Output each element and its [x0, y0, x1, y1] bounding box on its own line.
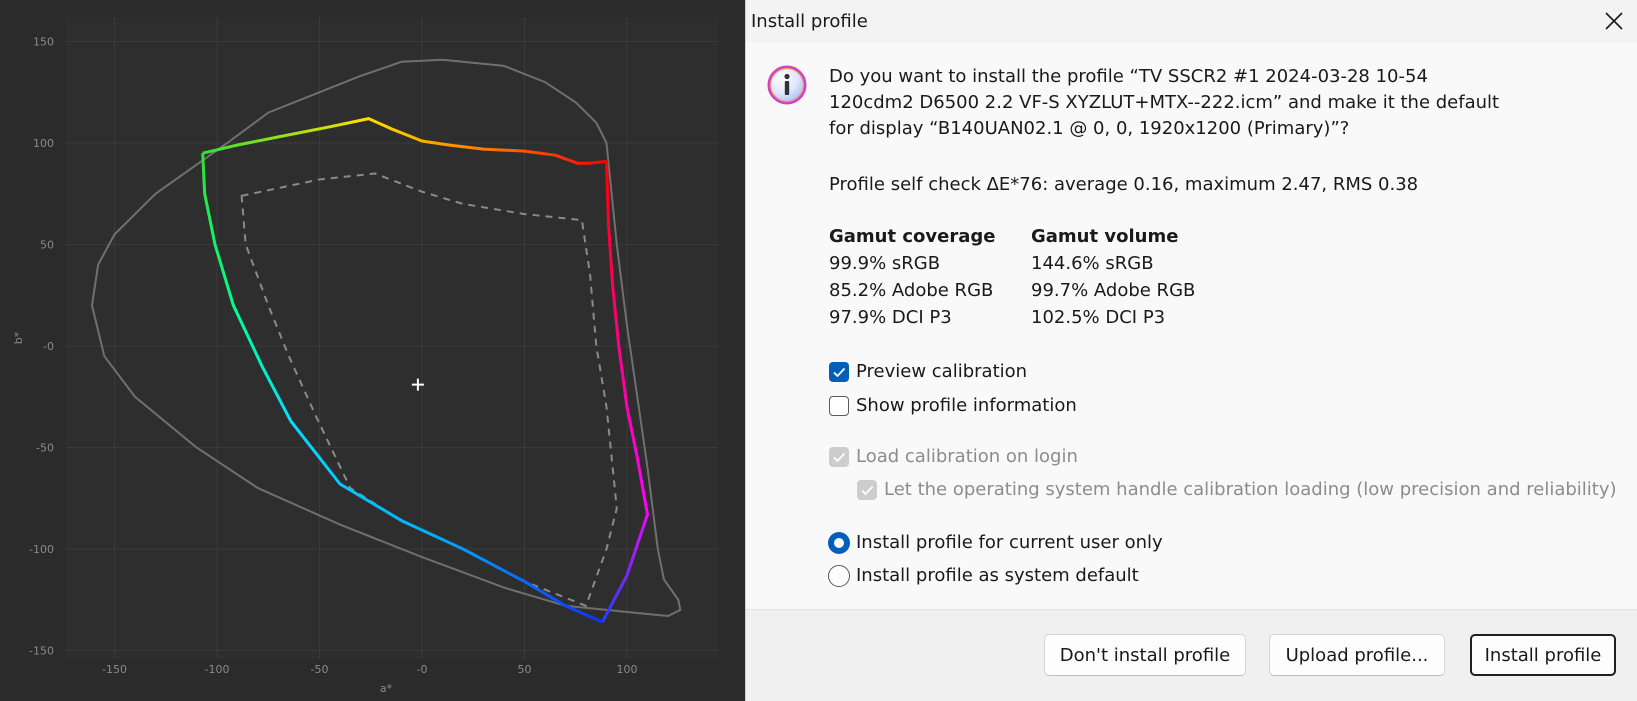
checkmark-icon [861, 485, 874, 496]
gamut-plot: -150 -100 -50 -0 50 100 150 100 50 -0 -50 -100 -150 … [0, 0, 745, 701]
x-tick-label: -150 [102, 663, 127, 676]
checkmark-icon [833, 452, 846, 463]
load-calibration-checkbox [829, 447, 849, 467]
axis-ticks: -150 -100 -50 -0 50 100 150 100 50 -0 -50 -100 -150 [29, 36, 637, 677]
os-handle-calibration-checkbox [857, 480, 877, 500]
install-current-user-radio[interactable] [828, 532, 850, 554]
white-point-marker [411, 378, 424, 391]
y-tick-label: -0 [43, 340, 54, 353]
y-axis-label: b* [12, 331, 25, 344]
dialog-footer: Don't install profile Upload profile... … [746, 609, 1637, 701]
gamut-edge-left [201, 153, 293, 422]
question-line-2: 120cdm2 D6500 2.2 VF-S XYZLUT+MTX--222.i… [829, 92, 1500, 113]
checkmark-icon [833, 367, 846, 378]
y-tick-label: 100 [33, 137, 54, 150]
x-tick-label: -100 [205, 663, 230, 676]
load-calibration-label: Load calibration on login [856, 446, 1078, 467]
volume-adobe-rgb: 99.7% Adobe RGB [1031, 280, 1196, 301]
preview-calibration-label[interactable]: Preview calibration [856, 361, 1028, 382]
grid-lines [66, 17, 718, 659]
y-tick-label: 150 [33, 36, 54, 49]
gamut-volume-header: Gamut volume [1031, 226, 1179, 247]
info-icon [767, 65, 807, 105]
volume-dci-p3: 102.5% DCI P3 [1031, 307, 1166, 328]
question-line-1: Do you want to install the profile “TV S… [829, 66, 1428, 87]
preview-calibration-checkbox[interactable] [829, 362, 849, 382]
title-bar: Install profile [746, 0, 1637, 42]
x-tick-label: 100 [617, 663, 638, 676]
install-current-user-label[interactable]: Install profile for current user only [856, 532, 1163, 553]
os-handle-calibration-label: Let the operating system handle calibrat… [884, 479, 1617, 500]
question-line-3: for display “B140UAN02.1 @ 0, 0, 1920x12… [829, 118, 1350, 139]
reference-gamut-dashed [240, 172, 618, 608]
gamut-edge-right [601, 161, 649, 623]
gamut-coverage-header: Gamut coverage [829, 226, 996, 247]
x-axis-label: a* [380, 682, 393, 695]
close-button[interactable] [1591, 0, 1637, 42]
reference-gamut-outline [90, 58, 682, 618]
y-tick-label: -50 [36, 442, 54, 455]
plot-area [66, 17, 718, 659]
dont-install-button[interactable]: Don't install profile [1044, 634, 1246, 676]
install-system-default-label[interactable]: Install profile as system default [856, 565, 1139, 586]
self-check-text: Profile self check ΔE*76: average 0.16, … [829, 174, 1419, 195]
install-system-default-radio[interactable] [828, 565, 850, 587]
y-tick-label: -150 [29, 645, 54, 658]
gamut-edge-bottom [289, 420, 604, 624]
upload-profile-button[interactable]: Upload profile... [1269, 634, 1445, 676]
x-tick-label: -50 [311, 663, 329, 676]
x-tick-label: 50 [518, 663, 532, 676]
coverage-dci-p3: 97.9% DCI P3 [829, 307, 952, 328]
show-profile-info-label[interactable]: Show profile information [856, 395, 1077, 416]
x-tick-label: -0 [417, 663, 428, 676]
install-profile-button[interactable]: Install profile [1470, 634, 1616, 676]
coverage-adobe-rgb: 85.2% Adobe RGB [829, 280, 994, 301]
y-tick-label: -100 [29, 543, 54, 556]
gamut-series [90, 58, 682, 624]
dialog-title: Install profile [751, 11, 868, 32]
show-profile-info-checkbox[interactable] [829, 396, 849, 416]
coverage-srgb: 99.9% sRGB [829, 253, 941, 274]
gamut-plot-canvas: -150 -100 -50 -0 50 100 150 100 50 -0 -50 -100-150 … [12, 17, 718, 695]
volume-srgb: 144.6% sRGB [1031, 253, 1154, 274]
y-tick-label: 50 [40, 239, 54, 252]
gamut-edge-top [202, 117, 607, 165]
close-icon [1605, 12, 1623, 30]
install-profile-dialog: Install profile Do you want to install t… [745, 0, 1637, 701]
